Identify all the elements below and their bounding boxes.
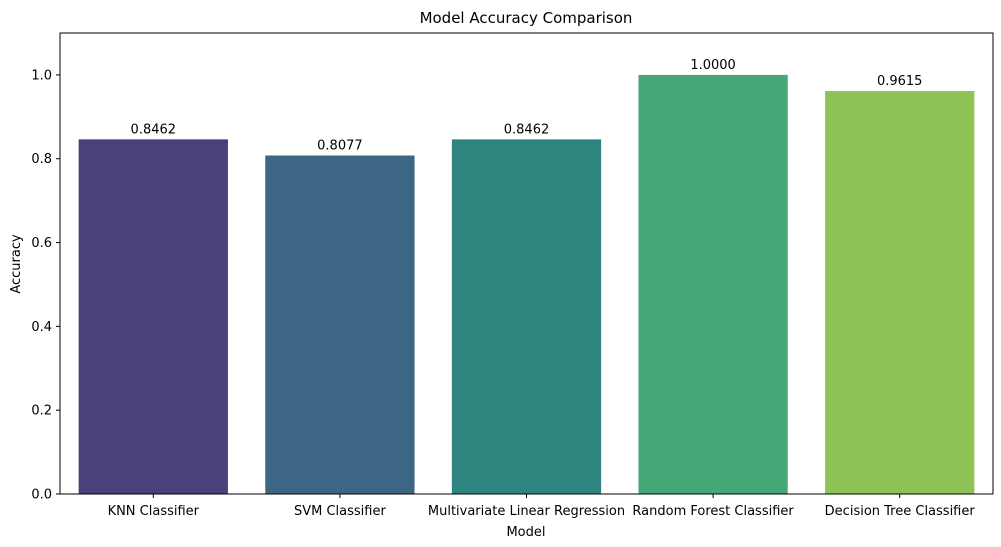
bar [265, 155, 415, 494]
x-tick-label: KNN Classifier [108, 504, 200, 519]
x-tick-label: Random Forest Classifier [632, 504, 794, 519]
data-label: 0.8077 [317, 139, 363, 154]
data-label: 0.8462 [504, 122, 550, 137]
chart-title: Model Accuracy Comparison [420, 9, 633, 27]
x-tick-label: SVM Classifier [294, 504, 386, 519]
bar [638, 74, 788, 494]
y-tick-label: 0.8 [31, 152, 52, 167]
bar [451, 139, 602, 494]
bar [825, 91, 975, 494]
bars-group [78, 74, 975, 494]
y-tick-label: 0.4 [31, 320, 52, 335]
x-axis: KNN Classifier SVM Classifier Multivariate… [108, 494, 976, 519]
x-tick-label: Decision Tree Classifier [825, 504, 976, 519]
y-tick-label: 1.0 [31, 68, 52, 83]
data-labels-group: 0.8462 0.8077 0.8462 1.0000 0.9615 [131, 58, 923, 154]
data-label: 0.8462 [131, 122, 177, 137]
y-axis-label: Accuracy [9, 234, 24, 294]
y-axis: 0.0 0.2 0.4 0.6 0.8 1.0 [31, 68, 60, 503]
x-tick-label: Multivariate Linear Regression [428, 504, 625, 519]
data-label: 1.0000 [690, 58, 736, 73]
y-tick-label: 0.0 [31, 488, 52, 503]
x-axis-label: Model [506, 525, 545, 540]
y-tick-label: 0.2 [31, 404, 52, 419]
bar [78, 139, 228, 494]
y-tick-label: 0.6 [31, 236, 52, 251]
data-label: 0.9615 [877, 74, 923, 89]
